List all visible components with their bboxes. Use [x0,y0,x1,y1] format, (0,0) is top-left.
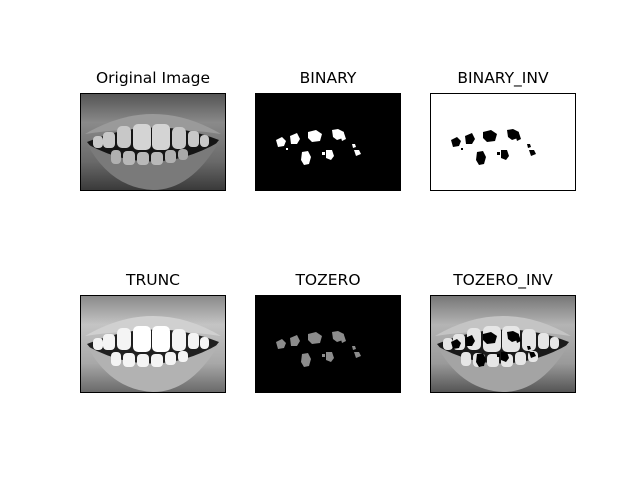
image-original [80,93,226,191]
image-trunc [80,295,226,393]
panel-title: TOZERO_INV [453,271,553,289]
image-tozero-inv [430,295,576,393]
panel-title: Original Image [95,69,211,87]
image-binary-inv [430,93,576,191]
image-binary [255,93,401,191]
panel-title: TRUNC [125,271,180,289]
panel-title: TOZERO [295,271,361,289]
panel-title: BINARY [299,69,357,87]
image-tozero [255,295,401,393]
panel-title: BINARY_INV [457,69,549,87]
